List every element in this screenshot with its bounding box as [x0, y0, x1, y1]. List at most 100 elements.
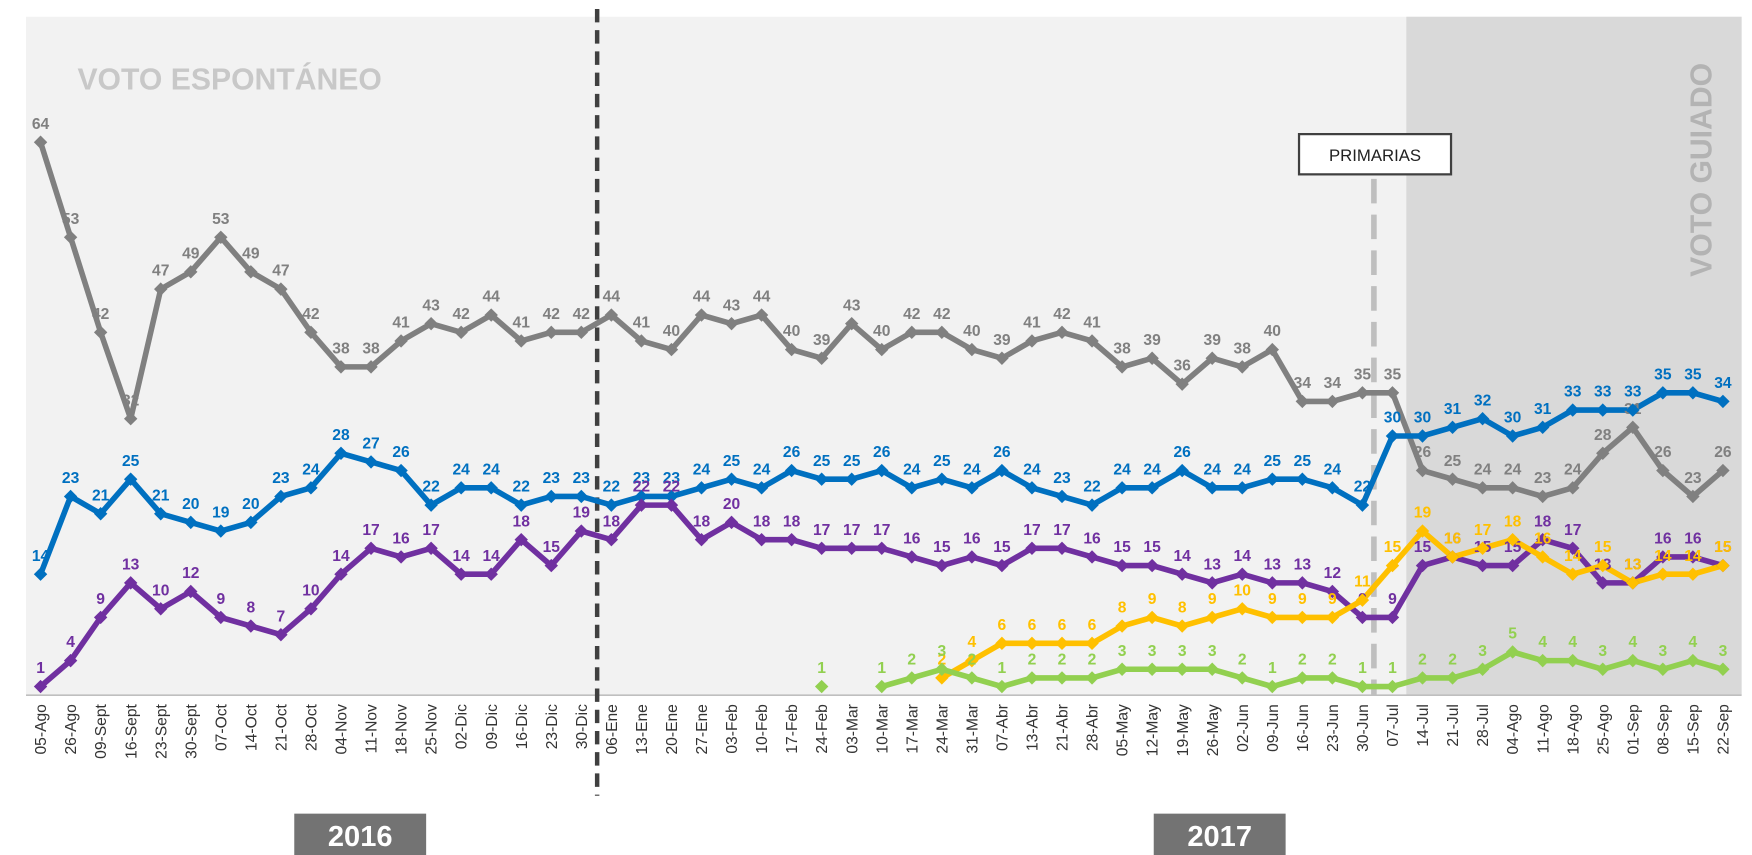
data-label: 38 [1234, 340, 1252, 357]
data-label: 47 [152, 263, 169, 280]
data-label: 7 [277, 608, 286, 625]
data-label: 17 [843, 522, 860, 539]
data-label: 42 [903, 306, 921, 323]
data-label: 23 [663, 470, 681, 487]
marker [905, 481, 919, 495]
data-label: 2 [1028, 651, 1037, 668]
data-label: 17 [1564, 522, 1581, 539]
data-label: 49 [182, 245, 200, 262]
x-tick-label: 02-Dic [454, 704, 471, 749]
data-label: 17 [422, 522, 439, 539]
data-label: 25 [933, 453, 951, 470]
data-label: 24 [1324, 461, 1342, 478]
data-label: 1 [1388, 660, 1397, 677]
data-label: 16 [1444, 531, 1462, 548]
x-tick-label: 13-Abr [1025, 704, 1042, 751]
marker [1145, 610, 1159, 625]
primaries-label: PRIMARIAS [1329, 146, 1421, 165]
data-label: 2 [1448, 651, 1457, 668]
data-label: 3 [1148, 643, 1157, 660]
marker [514, 532, 528, 547]
x-tick-label: 03-Mar [844, 704, 861, 754]
data-label: 18 [1534, 513, 1552, 530]
data-label: 43 [843, 297, 861, 314]
data-label: 25 [1294, 453, 1312, 470]
data-label: 22 [603, 479, 621, 496]
data-label: 34 [1324, 375, 1342, 392]
data-label: 27 [362, 436, 379, 453]
data-label: 14 [32, 548, 50, 565]
marker [1205, 576, 1219, 590]
data-label: 14 [1234, 548, 1252, 565]
x-tick-label: 27-Ene [694, 704, 711, 754]
data-label: 18 [603, 513, 621, 530]
data-label: 14 [332, 548, 350, 565]
data-label: 40 [663, 323, 681, 340]
data-label: 34 [1714, 375, 1732, 392]
marker [394, 550, 408, 564]
data-label: 4 [968, 634, 977, 651]
marker [1686, 567, 1700, 581]
data-label: 3 [1719, 643, 1728, 660]
data-label: 53 [212, 211, 230, 228]
marker [1325, 394, 1340, 409]
x-tick-label: 10-Feb [754, 704, 771, 754]
data-label: 22 [663, 479, 681, 496]
x-tick-label: 11-Nov [364, 704, 381, 753]
data-label: 18 [513, 513, 531, 530]
data-label: 23 [1534, 470, 1552, 487]
data-label: 13 [1294, 556, 1312, 573]
x-tick-label: 25-Nov [424, 704, 441, 755]
data-label: 15 [1414, 539, 1432, 556]
data-label: 33 [1564, 384, 1582, 401]
x-tick-label: 18-Ago [1565, 704, 1582, 755]
data-label: 26 [873, 444, 891, 461]
marker [1355, 498, 1370, 512]
data-label: 1 [817, 660, 826, 677]
data-label: 24 [482, 461, 500, 478]
marker [1145, 662, 1159, 676]
marker [334, 360, 348, 374]
data-label: 16 [1534, 531, 1552, 548]
data-label: 47 [272, 263, 289, 280]
data-label: 2 [1418, 651, 1427, 668]
year-label: 2016 [328, 821, 393, 853]
data-label: 4 [1538, 634, 1547, 651]
marker [63, 489, 78, 504]
marker [1235, 602, 1249, 616]
data-label: 15 [1714, 539, 1732, 556]
x-tick-label: 19-May [1175, 704, 1192, 756]
data-label: 1 [1358, 660, 1367, 677]
data-label: 39 [993, 332, 1011, 349]
data-label: 25 [122, 453, 140, 470]
x-tick-label: 26-Ago [63, 704, 80, 755]
marker [1475, 412, 1490, 426]
marker [1566, 481, 1580, 495]
marker [1385, 610, 1400, 625]
data-label: 35 [1384, 366, 1402, 383]
marker [1596, 576, 1610, 590]
marker [364, 455, 378, 469]
data-label: 26 [1654, 444, 1672, 461]
x-tick-label: 09-Jun [1265, 704, 1282, 752]
data-label: 17 [1474, 522, 1491, 539]
x-tick-label: 21-Oct [273, 703, 290, 751]
marker [814, 351, 829, 365]
data-label: 20 [182, 496, 200, 513]
data-label: 17 [873, 522, 890, 539]
data-label: 42 [933, 306, 951, 323]
marker [1566, 403, 1580, 417]
x-tick-label: 05-May [1115, 704, 1132, 756]
marker [1265, 472, 1280, 486]
data-label: 41 [633, 315, 651, 332]
marker [875, 342, 889, 357]
data-label: 15 [1714, 539, 1732, 556]
data-label: 42 [543, 306, 561, 323]
data-label: 42 [1053, 306, 1071, 323]
year-label: 2017 [1187, 821, 1252, 853]
data-label: 20 [723, 496, 741, 513]
spontaneous-label: VOTO ESPONTÁNEO [77, 62, 381, 96]
marker [1566, 567, 1580, 581]
marker [1445, 671, 1460, 685]
